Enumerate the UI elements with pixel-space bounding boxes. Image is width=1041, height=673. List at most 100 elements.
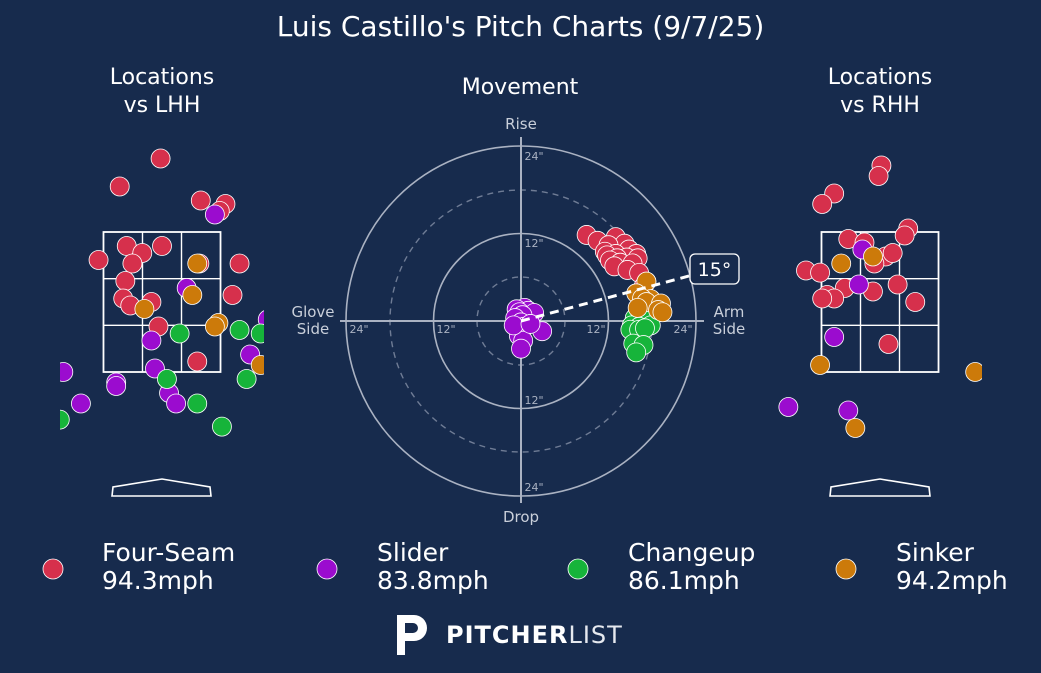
lhh-point-changeup [250, 323, 264, 344]
lhh-point-changeup [236, 369, 257, 389]
legend-pitch-sinker: Sinker [896, 538, 974, 567]
rhh-point-slider [848, 274, 869, 295]
rhh-point-sinker [810, 355, 830, 375]
legend-pitch-four-seam: Four-Seam [102, 538, 236, 567]
movement-point-sinker [652, 302, 673, 323]
rhh-panel-title: Locations vs RHH [780, 64, 980, 120]
lhh-point-changeup [187, 393, 208, 414]
lhh-point-four-seam [222, 285, 243, 305]
rhh-point-four-seam [887, 274, 908, 295]
legend-pitch-slider: Slider [377, 538, 449, 567]
rhh-point-four-seam [905, 292, 926, 312]
rhh-point-four-seam [812, 288, 833, 309]
lhh-point-slider [166, 393, 187, 414]
ring-label-left-12: 12" [436, 323, 455, 336]
lhh-point-four-seam [150, 148, 171, 169]
lhh-point-slider [204, 204, 225, 225]
logo-text-bold: PITCHER [446, 621, 569, 649]
legend-marker-sinker [835, 558, 857, 580]
rhh-point-sinker [831, 253, 852, 274]
lhh-point-four-seam [122, 253, 143, 274]
rhh-point-four-seam [868, 166, 889, 186]
logo-text-light: LIST [568, 621, 623, 649]
movement-point-sinker [627, 297, 648, 318]
movement-panel-title: Movement [461, 75, 579, 100]
glove-label-1: Glove [291, 303, 334, 321]
rhh-point-sinker [845, 418, 866, 438]
ring-label-left-24: 24" [349, 323, 368, 336]
rhh-point-sinker [863, 246, 883, 267]
movement-point-changeup [626, 342, 647, 363]
movement-point-slider [511, 338, 531, 359]
legend-velocity-sinker: 94.2mph [896, 566, 1008, 595]
drop-label: Drop [503, 508, 539, 526]
lhh-point-four-seam [229, 253, 250, 274]
movement-point-slider [503, 315, 524, 336]
rhh-points [778, 155, 982, 438]
lhh-point-sinker [204, 316, 225, 337]
pitcherlist-logo: PITCHER LIST [394, 612, 623, 658]
rise-label: Rise [505, 115, 537, 133]
rhh-point-slider [778, 397, 799, 417]
legend-marker-changeup [567, 558, 589, 580]
pitcherlist-logo-icon [397, 615, 427, 655]
chart-title: Luis Castillo's Pitch Charts (9/7/25) [276, 10, 765, 43]
lhh-point-four-seam [109, 176, 130, 197]
lhh-point-four-seam [152, 236, 172, 256]
lhh-point-changeup [157, 369, 177, 389]
glove-label-2: Side [297, 320, 329, 338]
lhh-point-slider [60, 362, 74, 382]
lhh-point-changeup [229, 320, 250, 340]
lhh-point-four-seam [88, 250, 109, 270]
rhh-title-line2: vs RHH [840, 93, 920, 118]
lhh-point-slider [106, 376, 127, 396]
rhh-point-slider [824, 327, 845, 347]
legend-pitch-changeup: Changeup [628, 538, 756, 567]
lhh-point-four-seam [190, 190, 211, 211]
lhh-point-sinker [250, 355, 264, 375]
lhh-points [60, 148, 264, 437]
rhh-point-four-seam [812, 194, 833, 214]
lhh-point-changeup [169, 323, 190, 344]
legend-velocity-changeup: 86.1mph [628, 566, 740, 595]
lhh-point-sinker [134, 299, 155, 319]
lhh-point-slider [141, 330, 162, 351]
movement-point-changeup [635, 318, 655, 339]
arm-label-2: Side [713, 320, 745, 338]
rhh-point-four-seam [810, 262, 830, 283]
lhh-point-four-seam [187, 351, 208, 372]
rhh-home-plate [829, 478, 931, 497]
movement-points [503, 225, 673, 363]
lhh-point-four-seam [115, 271, 136, 291]
ring-label-bottom-24: 24" [524, 481, 543, 494]
legend-markers [42, 558, 857, 580]
ring-label-top-24: 24" [524, 150, 543, 163]
arm-label-1: Arm [714, 303, 745, 321]
legend-velocity-four-seam: 94.3mph [102, 566, 214, 595]
lhh-point-slider [71, 393, 91, 414]
rhh-point-four-seam [882, 243, 903, 263]
legend-marker-four-seam [42, 558, 64, 580]
arm-angle-value: 15° [698, 259, 732, 281]
lhh-point-sinker [187, 253, 208, 274]
lhh-point-sinker [182, 285, 203, 305]
lhh-title-line2: vs LHH [123, 93, 201, 118]
arm-angle-box [689, 253, 740, 285]
rhh-point-four-seam [878, 334, 899, 354]
lhh-point-changeup [212, 416, 232, 437]
rhh-point-slider [838, 400, 859, 421]
arm-angle-indicator: 15° [520, 253, 740, 323]
legend-velocity-slider: 83.8mph [377, 566, 489, 595]
lhh-home-plate [111, 478, 212, 497]
rhh-point-four-seam [894, 225, 915, 246]
ring-label-right-12: 12" [586, 323, 605, 336]
legend-marker-slider [316, 558, 338, 580]
lhh-title-line1: Locations [109, 65, 215, 90]
ring-label-right-24: 24" [673, 323, 692, 336]
lhh-panel-title: Locations vs LHH [62, 64, 262, 120]
rhh-title-line1: Locations [827, 65, 933, 90]
ring-label-bottom-12: 12" [524, 394, 543, 407]
ring-label-top-12: 12" [524, 237, 543, 250]
lhh-point-changeup [60, 409, 70, 430]
